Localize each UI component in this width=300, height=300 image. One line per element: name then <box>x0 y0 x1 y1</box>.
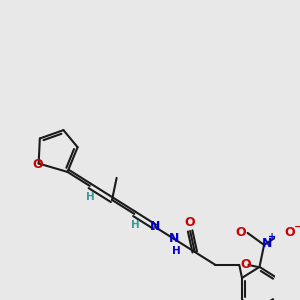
Text: O: O <box>284 226 295 239</box>
Text: N: N <box>150 220 160 233</box>
Text: N: N <box>262 237 272 250</box>
Text: O: O <box>235 226 245 239</box>
Text: O: O <box>32 158 43 171</box>
Text: H: H <box>172 246 180 256</box>
Text: H: H <box>86 192 95 202</box>
Text: O: O <box>240 258 251 272</box>
Text: O: O <box>185 216 196 230</box>
Text: −: − <box>294 222 300 232</box>
Text: H: H <box>131 220 140 230</box>
Text: +: + <box>268 232 276 242</box>
Text: N: N <box>169 232 179 245</box>
